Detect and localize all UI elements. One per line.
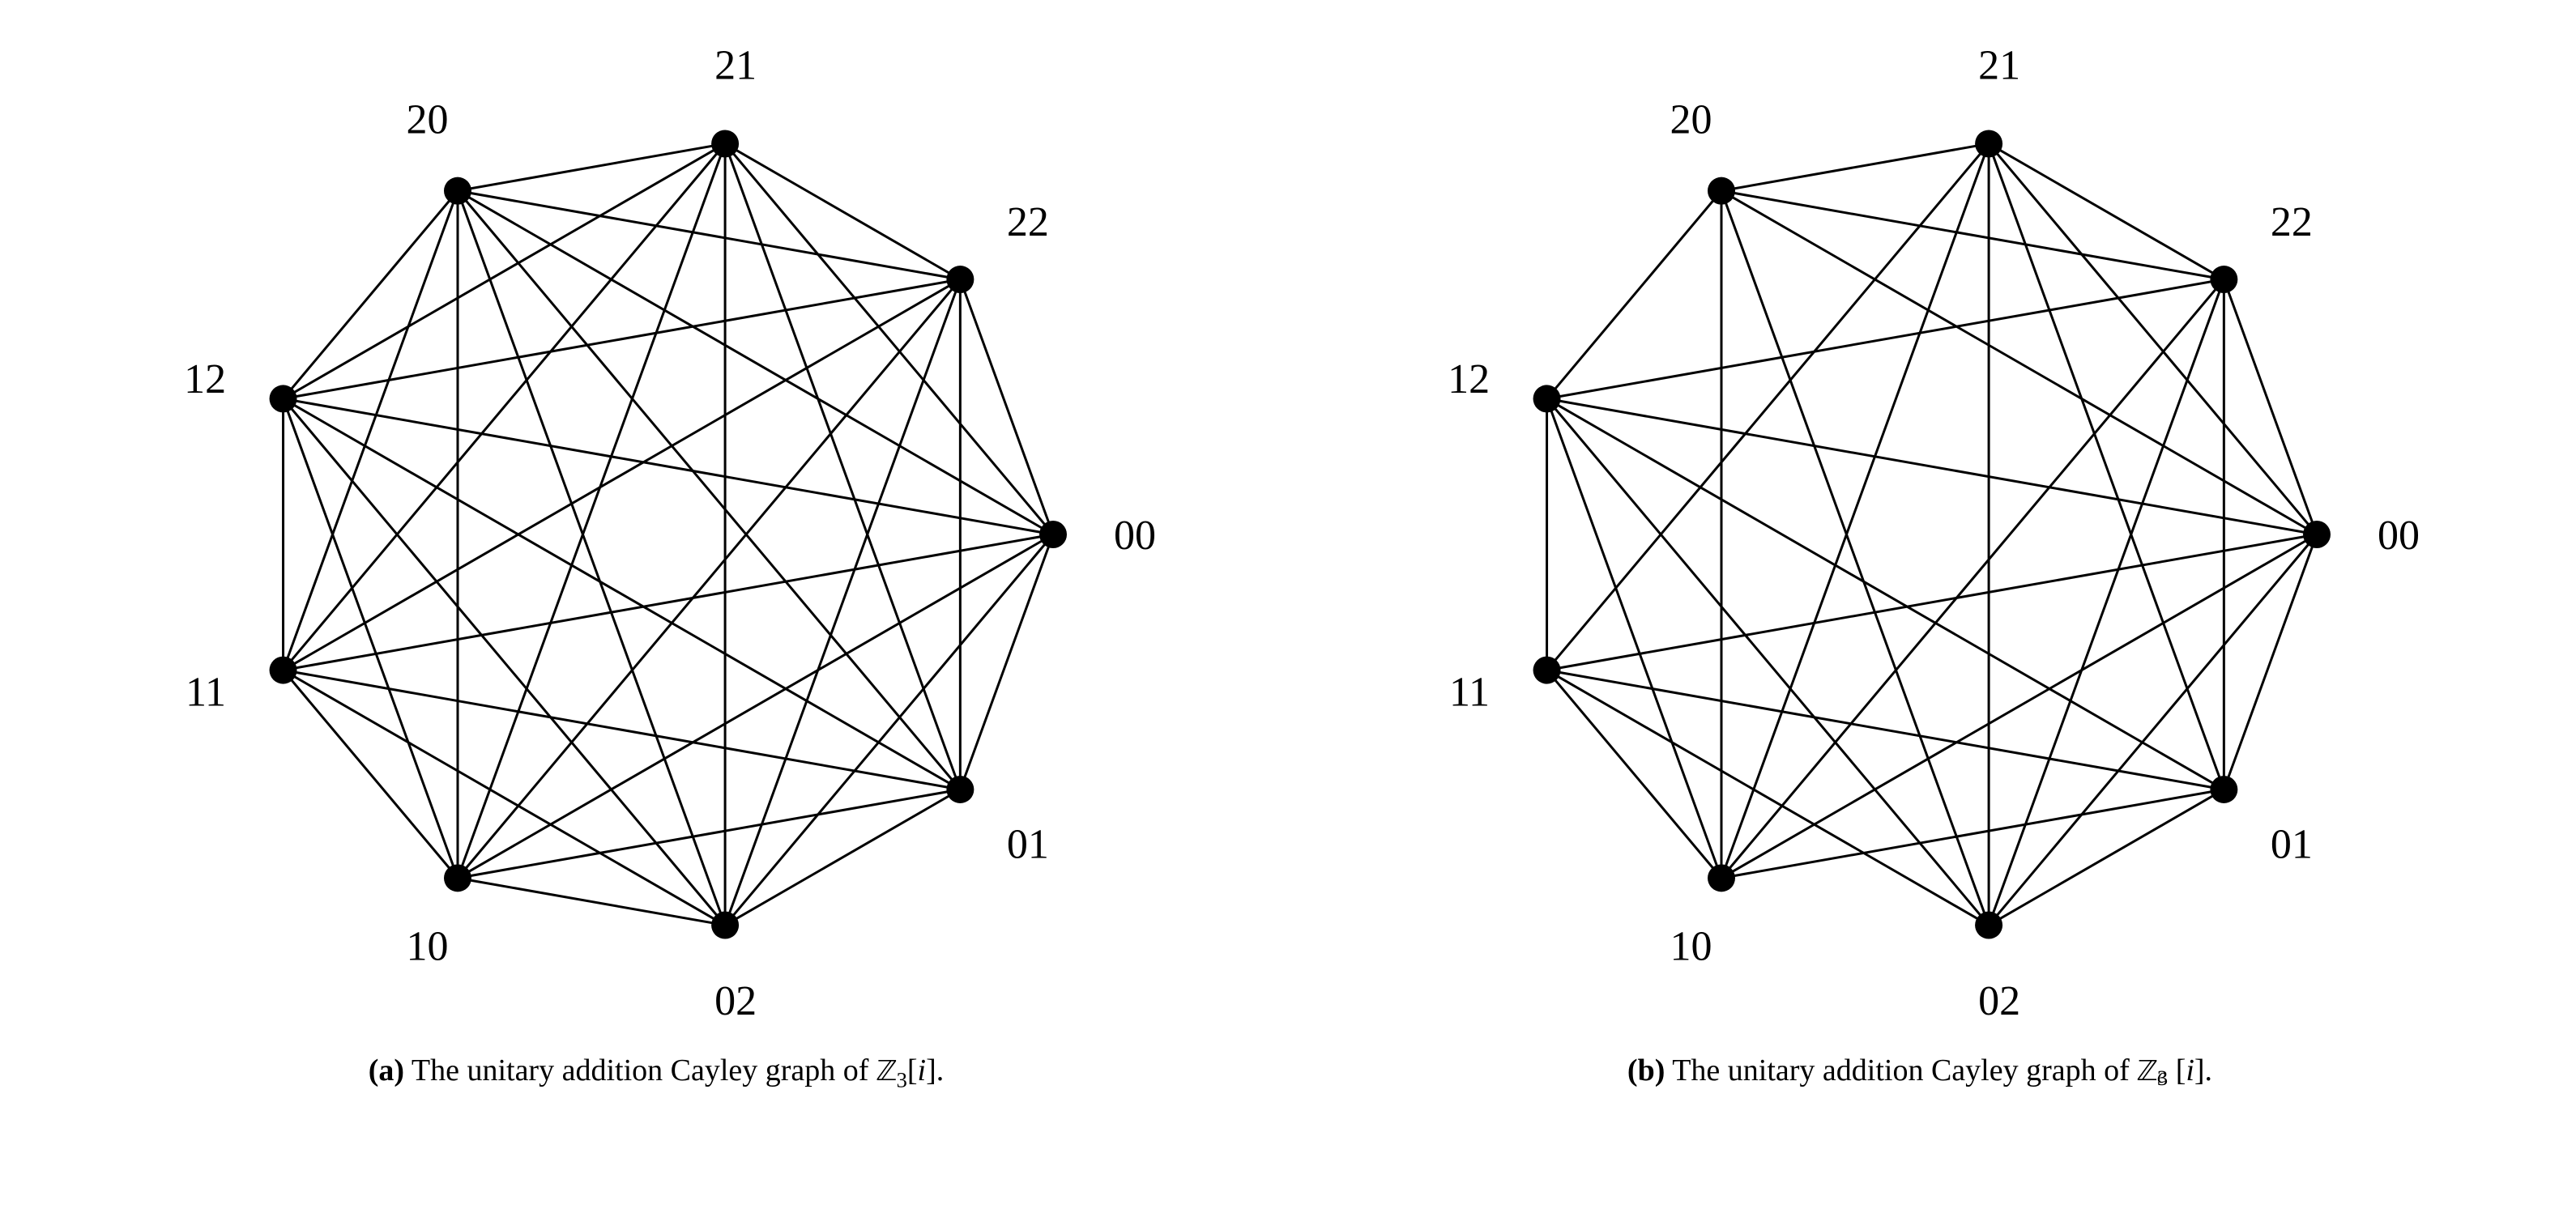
figure-container: 00 01 02 10 11 12 20 21 22 (a) The unitary addit…	[32, 32, 2544, 1093]
graph-b-node-01	[2210, 776, 2237, 803]
caption-a-sub: 3	[897, 1068, 907, 1092]
graph-a-edge-11-21	[284, 143, 726, 670]
graph-b-node-02	[1975, 912, 2002, 939]
graph-b-edge-00-01	[2224, 534, 2317, 790]
graph-a-node-10	[444, 864, 471, 892]
graph-b-label-00: 00	[2378, 513, 2420, 559]
caption-a-i: i	[918, 1053, 927, 1087]
graph-a-label-12: 12	[184, 356, 226, 402]
graph-a-svg: 00 01 02 10 11 12 20 21 22	[49, 32, 1264, 1045]
graph-a-label-01: 01	[1007, 822, 1049, 868]
graph-b-edge-12-20	[1547, 191, 1721, 399]
graph-b-edge-02-22	[1989, 279, 2224, 926]
graph-b-node-12	[1533, 385, 1561, 412]
graph-b-edge-12-22	[1547, 279, 2224, 398]
graph-a-node-02	[711, 912, 739, 939]
graph-b-label-21: 21	[1978, 43, 2020, 89]
graph-a-edge-01-20	[458, 191, 960, 790]
graph-b-label-11: 11	[1449, 669, 1490, 715]
caption-b: (b) The unitary addition Cayley graph of…	[1627, 1053, 2212, 1092]
caption-b-prefix: (b)	[1627, 1053, 1665, 1087]
graph-a-edge-10-22	[458, 279, 960, 878]
subfigure-b: 00 01 02 10 11 12 20 21 22 (b) The unitary addit…	[1312, 32, 2527, 1093]
graph-a-edge-01-21	[725, 143, 960, 790]
graph-a-label-00: 00	[1114, 513, 1156, 559]
caption-b-text: The unitary addition Cayley graph of	[1665, 1053, 2137, 1087]
caption-b-brk: [	[2176, 1053, 2186, 1087]
graph-a-label-21: 21	[714, 43, 757, 89]
caption-b-close: ].	[2194, 1053, 2212, 1087]
caption-b-i: i	[2186, 1053, 2194, 1087]
graph-a-edge-10-11	[284, 670, 458, 879]
graph-a-label-22: 22	[1007, 199, 1049, 245]
graph-b-node-10	[1708, 864, 1735, 892]
caption-a-Z: ℤ	[876, 1058, 897, 1088]
graph-a-edge-10-21	[458, 143, 725, 878]
graph-b-edge-20-21	[1721, 143, 1989, 190]
graph-a-label-02: 02	[714, 978, 757, 1024]
graph-b-label-10: 10	[1670, 924, 1712, 970]
graph-b-label-01: 01	[2271, 822, 2313, 868]
caption-a: (a) The unitary addition Cayley graph of…	[369, 1053, 945, 1093]
graph-b-edge-10-21	[1721, 143, 1989, 878]
subfigure-a: 00 01 02 10 11 12 20 21 22 (a) The unitary addit…	[49, 32, 1264, 1093]
graph-b-node-00	[2303, 521, 2331, 548]
graph-a-edge-00-22	[960, 279, 1053, 534]
graph-a-label-20: 20	[407, 97, 449, 143]
graph-b-node-22	[2210, 266, 2237, 293]
caption-a-text: The unitary addition Cayley graph of	[404, 1053, 876, 1087]
graph-b-node-21	[1975, 130, 2002, 157]
graph-b-edge-01-21	[1989, 143, 2224, 790]
caption-a-brk: [	[907, 1053, 918, 1087]
graph-a-node-12	[270, 385, 297, 412]
graph-b-node-20	[1708, 177, 1735, 205]
caption-a-prefix: (a)	[369, 1053, 404, 1087]
graph-a-label-11: 11	[186, 669, 226, 715]
graph-b-edge-10-11	[1547, 670, 1721, 879]
graph-a-node-01	[946, 776, 974, 803]
graph-b-label-20: 20	[1670, 97, 1712, 143]
graph-a-node-21	[711, 130, 739, 157]
caption-a-close: ].	[926, 1053, 944, 1087]
graph-a-edge-02-12	[284, 398, 726, 925]
graph-a-node-00	[1039, 521, 1067, 548]
graph-a-node-20	[444, 177, 471, 205]
graph-a-edge-12-20	[284, 191, 458, 399]
graph-b-edge-02-20	[1721, 191, 1989, 926]
graph-b-label-02: 02	[1978, 978, 2020, 1024]
graph-a-label-10: 10	[407, 924, 449, 970]
graph-b-edge-02-12	[1547, 398, 1990, 925]
graph-a-node-22	[946, 266, 974, 293]
graph-b-label-22: 22	[2271, 199, 2313, 245]
graph-b-svg: 00 01 02 10 11 12 20 21 22	[1312, 32, 2527, 1045]
graph-a-edge-02-20	[458, 191, 725, 926]
graph-b-edge-10-22	[1721, 279, 2224, 878]
graph-a-node-11	[270, 657, 297, 684]
graph-b-edge-11-21	[1547, 143, 1990, 670]
caption-b-Z: ℤ	[2137, 1058, 2157, 1088]
graph-a-edge-02-22	[725, 279, 960, 926]
graph-a-edge-00-01	[960, 534, 1053, 790]
graph-b-label-12: 12	[1448, 356, 1490, 402]
graph-b-edge-00-22	[2224, 279, 2317, 534]
graph-b-node-11	[1533, 657, 1561, 684]
